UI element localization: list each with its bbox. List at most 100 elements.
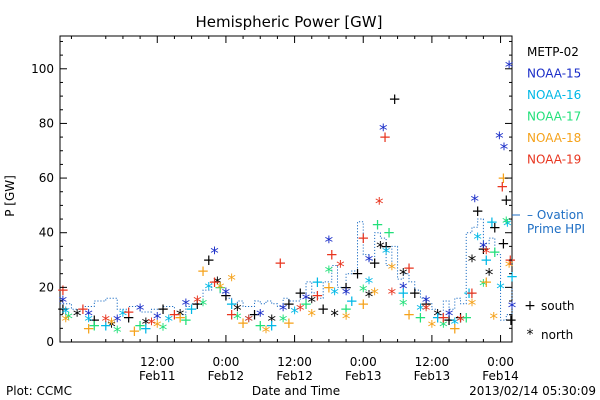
north-marker-noaa-19: * bbox=[147, 315, 156, 335]
north-marker-metp-02: * bbox=[213, 274, 222, 294]
north-marker-noaa-18: * bbox=[307, 307, 316, 327]
ovation-hpi-series bbox=[60, 218, 513, 321]
south-marker-metp-02: + bbox=[368, 254, 381, 272]
y-tick-label: 20 bbox=[39, 280, 54, 294]
south-marker-noaa-16: + bbox=[431, 308, 444, 326]
south-marker-noaa-17: + bbox=[371, 216, 384, 234]
north-marker-noaa-16: * bbox=[330, 285, 339, 305]
north-marker-noaa-15: * bbox=[279, 301, 288, 321]
north-marker-noaa-15: * bbox=[471, 192, 480, 212]
north-marker-noaa-15: * bbox=[113, 312, 122, 332]
x-tick-time: 0:00 bbox=[487, 355, 514, 369]
north-marker-noaa-15: * bbox=[505, 58, 514, 78]
south-marker-noaa-17: + bbox=[340, 300, 353, 318]
legend-entry: NOAA-17 bbox=[527, 110, 581, 124]
south-marker-noaa-19: + bbox=[379, 128, 392, 146]
north-marker-noaa-19: * bbox=[388, 285, 397, 305]
south-marker-noaa-16: + bbox=[140, 319, 153, 337]
north-marker-noaa-17: * bbox=[113, 323, 122, 343]
north-marker-noaa-18: * bbox=[342, 309, 351, 329]
marker-legend-symbol: + bbox=[524, 298, 536, 314]
north-marker-noaa-18: * bbox=[388, 260, 397, 280]
south-marker-metp-02: + bbox=[122, 308, 135, 326]
y-tick-label: 100 bbox=[31, 62, 54, 76]
north-marker-noaa-16: * bbox=[164, 312, 173, 332]
south-marker-metp-02: + bbox=[220, 287, 233, 305]
south-marker-noaa-16: + bbox=[397, 284, 410, 302]
north-marker-noaa-18: * bbox=[61, 312, 70, 332]
north-marker-metp-02: * bbox=[399, 266, 408, 286]
ovation-legend-line: Prime HPI bbox=[527, 222, 585, 236]
south-marker-noaa-18: + bbox=[480, 273, 493, 291]
marker-legend-label: north bbox=[541, 328, 573, 342]
south-marker-noaa-18: + bbox=[237, 314, 250, 332]
south-marker-noaa-19: + bbox=[225, 306, 238, 324]
marker-legend: + south * north bbox=[524, 298, 574, 343]
north-marker-noaa-15: * bbox=[508, 298, 517, 318]
south-marker-metp-02: + bbox=[57, 300, 70, 318]
north-marker-noaa-17: * bbox=[479, 277, 488, 297]
south-marker-noaa-17: + bbox=[300, 295, 313, 313]
north-marker-noaa-16: * bbox=[496, 279, 505, 299]
north-marker-noaa-18: * bbox=[262, 323, 271, 343]
south-marker-noaa-18: + bbox=[448, 319, 461, 337]
marker-legend-symbol: * bbox=[527, 327, 534, 343]
north-marker-noaa-19: * bbox=[193, 293, 202, 313]
north-marker-noaa-16: * bbox=[473, 230, 482, 250]
north-marker-noaa-18: * bbox=[428, 318, 437, 338]
north-marker-noaa-15: * bbox=[222, 285, 231, 305]
north-marker-noaa-19: * bbox=[245, 312, 254, 332]
north-marker-metp-02: * bbox=[433, 307, 442, 327]
north-marker-noaa-19: * bbox=[296, 301, 305, 321]
north-marker-noaa-19: * bbox=[422, 301, 431, 321]
south-marker-noaa-16: + bbox=[486, 213, 499, 231]
y-axis-label: P [GW] bbox=[3, 175, 17, 217]
south-marker-noaa-17: + bbox=[489, 243, 502, 261]
north-marker-noaa-18: * bbox=[107, 315, 116, 335]
south-marker-noaa-19: + bbox=[57, 281, 70, 299]
north-marker-noaa-15: * bbox=[422, 293, 431, 313]
north-marker-metp-02: * bbox=[365, 288, 374, 308]
south-marker-metp-02: + bbox=[454, 308, 467, 326]
north-marker-noaa-15: * bbox=[399, 279, 408, 299]
north-marker-noaa-17: * bbox=[199, 296, 208, 316]
north-marker-noaa-18: * bbox=[505, 258, 514, 278]
north-marker-noaa-15: * bbox=[256, 307, 265, 327]
north-marker-noaa-15: * bbox=[302, 290, 311, 310]
north-marker-noaa-16: * bbox=[365, 274, 374, 294]
x-tick-date: Feb12 bbox=[208, 369, 245, 383]
north-marker-noaa-15: * bbox=[342, 285, 351, 305]
north-marker-noaa-17: * bbox=[399, 296, 408, 316]
south-marker-noaa-16: + bbox=[99, 317, 112, 335]
south-marker-noaa-19: + bbox=[77, 300, 90, 318]
x-tick-time: 0:00 bbox=[350, 355, 377, 369]
north-marker-noaa-15: * bbox=[495, 129, 504, 149]
south-marker-noaa-18: + bbox=[357, 295, 370, 313]
x-tick-date: Feb11 bbox=[139, 369, 176, 383]
north-marker-noaa-16: * bbox=[382, 244, 391, 264]
north-marker-noaa-15: * bbox=[379, 121, 388, 141]
south-marker-metp-02: + bbox=[408, 284, 421, 302]
south-marker-noaa-19: + bbox=[496, 177, 509, 195]
south-marker-noaa-19: + bbox=[437, 308, 450, 326]
north-marker-noaa-17: * bbox=[359, 282, 368, 302]
south-marker-noaa-18: + bbox=[197, 262, 210, 280]
north-marker-noaa-15: * bbox=[445, 307, 454, 327]
north-marker-noaa-15: * bbox=[210, 244, 219, 264]
north-marker-noaa-16: * bbox=[451, 315, 460, 335]
south-marker-noaa-19: + bbox=[122, 303, 135, 321]
south-marker-noaa-18: + bbox=[128, 322, 141, 340]
satellite-markers: + * + *+ *+ *++*+* + *++* + *++*+*++*++* ++*++*+++… bbox=[57, 58, 519, 343]
north-marker-noaa-16: * bbox=[119, 307, 128, 327]
north-marker-noaa-17: * bbox=[325, 263, 334, 283]
south-marker-noaa-19: + bbox=[274, 254, 287, 272]
south-marker-metp-02: + bbox=[294, 284, 307, 302]
x-tick-time: 12:00 bbox=[415, 355, 450, 369]
south-marker-noaa-16: + bbox=[225, 295, 238, 313]
north-marker-noaa-17: * bbox=[502, 214, 511, 234]
plot-border bbox=[59, 35, 513, 343]
north-marker-noaa-16: * bbox=[205, 279, 214, 299]
north-marker-noaa-17: * bbox=[64, 309, 73, 329]
south-marker-noaa-18: + bbox=[323, 278, 336, 296]
ovation-hpi-line bbox=[60, 218, 513, 321]
